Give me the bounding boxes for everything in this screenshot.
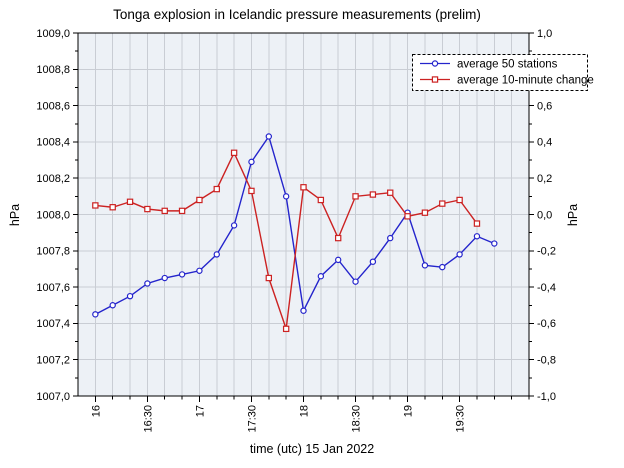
axis-ticks [73, 32, 534, 402]
data-point-square [369, 191, 377, 198]
tick-label: 1008,0 [36, 209, 70, 221]
legend-entry-change: average 10-minute change [420, 75, 594, 87]
legend-entry-stations: average 50 stations [420, 59, 558, 71]
tick-label: 0,4 [537, 137, 552, 149]
data-point-circle [161, 274, 168, 282]
right-axis-title: hPa [566, 204, 580, 226]
tick-label: 16:30 [142, 405, 154, 433]
data-point-circle [421, 262, 429, 269]
data-point-square [178, 207, 186, 215]
tick-label: 0,0 [537, 209, 552, 221]
tick-label: 1007,8 [36, 246, 70, 258]
data-point-square [439, 200, 446, 207]
tick-label: 18 [299, 405, 311, 417]
tick-label: 1008,2 [36, 173, 70, 185]
data-point-square [456, 196, 463, 204]
data-point-circle [439, 263, 446, 271]
series-change [92, 149, 481, 333]
data-point-square [144, 205, 151, 213]
tick-label: 17:30 [246, 405, 258, 433]
tick-label: 1008,8 [36, 64, 70, 76]
data-point-square [161, 207, 168, 215]
data-point-circle [387, 234, 394, 242]
data-point-square [387, 189, 394, 196]
tick-label: -0,6 [537, 318, 556, 330]
data-point-circle [144, 280, 151, 287]
data-point-square [230, 149, 238, 156]
legend-label-stations: average 50 stations [457, 59, 558, 71]
data-point-square [404, 213, 411, 220]
legend: average 50 stations average 10-minute ch… [412, 54, 594, 91]
left-axis-title: hPa [8, 204, 22, 226]
data-point-circle [196, 267, 203, 274]
tick-label: 17 [194, 405, 206, 417]
data-point-square [92, 202, 99, 209]
tick-label: 19:30 [455, 405, 467, 433]
tick-label: 16 [90, 405, 102, 417]
tick-label: 1008,6 [36, 100, 70, 112]
data-point-circle [230, 222, 238, 229]
data-point-circle [178, 271, 186, 278]
legend-box [412, 54, 588, 91]
tick-label: 1008,4 [36, 137, 70, 149]
data-point-circle [491, 240, 498, 247]
tick-label: 1007,4 [36, 318, 70, 330]
plot-layers: 1007,0 -1,0 1007,2 -0,8 1007,4 -0,6 1007,6 -0,4… [36, 28, 556, 433]
data-point-circle [334, 256, 342, 264]
tick-label: -0,8 [537, 355, 556, 367]
data-point-circle [282, 193, 290, 200]
data-point-circle [473, 233, 481, 240]
chart-title: Tonga explosion in Icelandic pressure me… [113, 7, 481, 22]
data-point-circle [352, 278, 359, 285]
tick-label: -0,2 [537, 246, 556, 258]
data-point-square [317, 196, 325, 204]
data-point-square [196, 196, 203, 204]
tick-label: 0,2 [537, 173, 552, 185]
data-point-square [282, 325, 290, 333]
data-point-circle [109, 302, 116, 309]
tick-label: -1,0 [537, 391, 556, 403]
data-point-circle [126, 292, 134, 300]
data-point-circle [369, 258, 377, 265]
data-point-circle [317, 273, 325, 280]
x-axis-title: time (utc) 15 Jan 2022 [250, 442, 374, 456]
legend-circle-marker-icon [431, 60, 439, 67]
data-point-square [126, 198, 134, 205]
tick-label: 0,6 [537, 100, 552, 112]
gridlines [78, 33, 529, 396]
tick-label: 18:30 [351, 405, 363, 433]
data-point-square [248, 187, 255, 195]
tick-label: 1009,0 [36, 28, 70, 40]
data-point-circle [92, 311, 99, 318]
data-point-square [334, 234, 342, 242]
tick-label: 19 [403, 405, 415, 417]
legend-square-marker-icon [431, 76, 439, 83]
data-point-square [300, 184, 307, 191]
tick-label: 1007,2 [36, 355, 70, 367]
tick-label: 1007,0 [36, 391, 70, 403]
data-point-circle [300, 307, 307, 314]
data-point-circle [456, 251, 463, 258]
data-point-circle [248, 158, 255, 166]
data-point-square [213, 185, 220, 193]
data-point-square [421, 209, 429, 216]
legend-label-change: average 10-minute change [457, 75, 594, 87]
tick-label: 1007,6 [36, 282, 70, 294]
data-point-square [352, 193, 359, 200]
tick-label: -0,4 [537, 282, 556, 294]
data-point-square [473, 220, 481, 227]
data-point-square [265, 274, 273, 282]
tick-label: 1,0 [537, 28, 552, 40]
data-point-square [109, 204, 116, 211]
data-point-circle [213, 251, 220, 258]
data-point-circle [265, 133, 273, 140]
